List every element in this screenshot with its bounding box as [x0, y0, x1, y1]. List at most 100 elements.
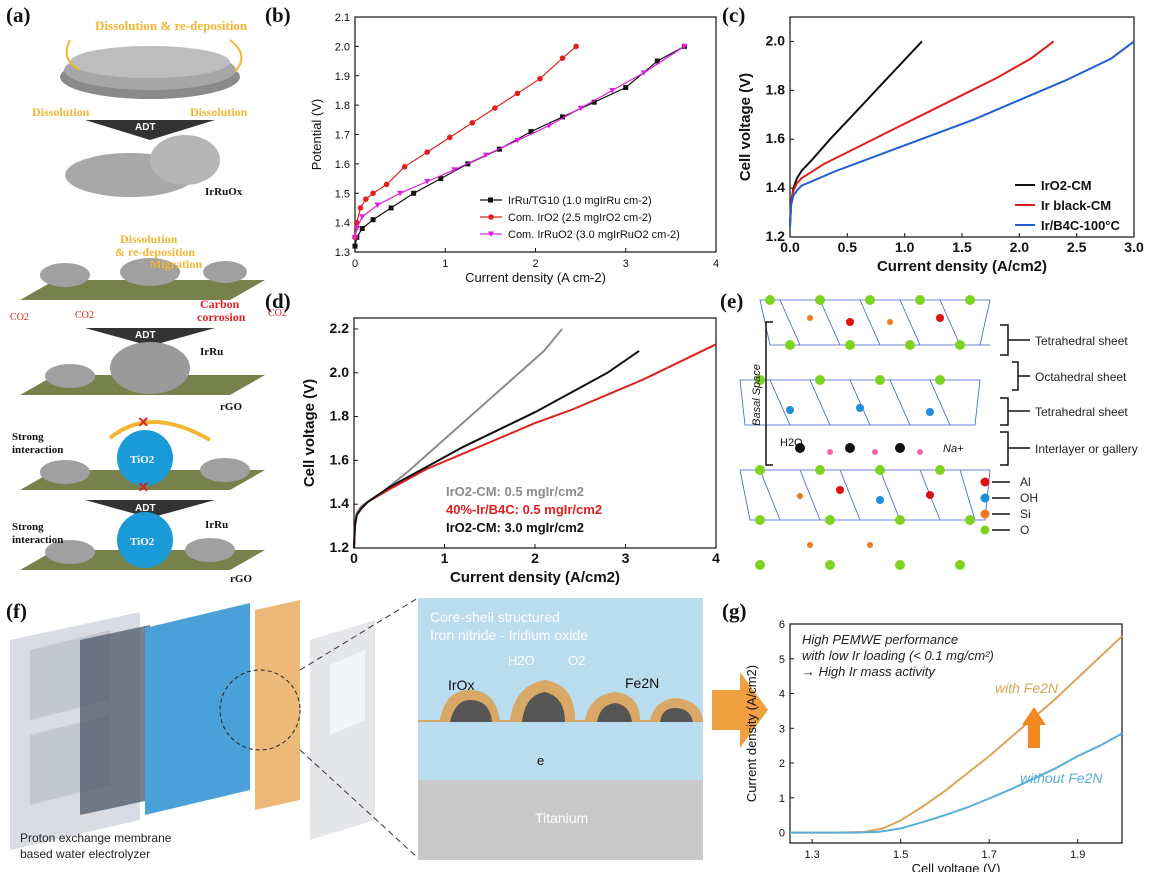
- data-point: [388, 205, 394, 211]
- data-point: [374, 202, 381, 208]
- data-point: [537, 75, 543, 82]
- y-tick-label: 0: [779, 828, 785, 840]
- y-tick-label: 1.9: [335, 71, 350, 83]
- legend-label: IrO2-CM: [1041, 178, 1092, 193]
- legend-marker: [488, 197, 493, 203]
- panel-c-label: (c): [722, 3, 745, 27]
- legend-label: Ir black-CM: [1041, 198, 1111, 213]
- legend-dot-al: [980, 477, 990, 487]
- legend-marker: [488, 231, 494, 237]
- nanoparticle-stack-icon: [60, 46, 240, 99]
- y-tick-label: 1.4: [766, 179, 786, 195]
- rgo-label: rGO: [220, 401, 242, 413]
- chart-b: (b) 0 1 2 3 4 1.3 1.4 1.5 1.6 1.7 1.8 1.9 2.0 2.1 Curre…: [265, 3, 719, 285]
- y-tick-label: 1.6: [335, 159, 350, 171]
- y-tick-label: 4: [779, 689, 785, 701]
- dissolution-left-label: Dissolution: [32, 105, 90, 119]
- data-point: [451, 167, 458, 173]
- x-tick-label: 2: [532, 258, 538, 270]
- rgo-sheet-icon: [20, 280, 265, 300]
- legend-marker: [488, 214, 494, 220]
- legend-label: Ir/B4C-100°C: [1041, 218, 1121, 233]
- x-tick-label: 2.5: [1067, 239, 1087, 255]
- legend-dot-si: [980, 509, 990, 519]
- data-point: [352, 243, 358, 249]
- panel-d-label: (d): [265, 289, 291, 313]
- x-axis-label: Current density (A/cm2): [877, 258, 1047, 275]
- legend-label: Com. IrO2 (2.5 mgIrO2 cm-2): [508, 212, 652, 224]
- y-tick-label: 2.1: [335, 12, 350, 24]
- titanium-label: Titanium: [535, 810, 588, 826]
- panel-e: (e) Basal Space H2O Na+: [720, 289, 1138, 570]
- annotation-line: High PEMWE performance: [802, 632, 958, 647]
- y-tick-label: 1.8: [335, 100, 350, 112]
- x-tick-label: 1: [442, 258, 448, 270]
- series-line-2: [789, 40, 1135, 228]
- data-point: [573, 43, 579, 50]
- data-point: [492, 105, 498, 111]
- h2o-label: H2O: [780, 437, 803, 449]
- inset-title-1: Core-shell structured: [430, 609, 560, 625]
- data-point: [424, 179, 431, 185]
- y-tick-label: 1.4: [330, 495, 350, 511]
- rgo-label-2: rGO: [230, 573, 252, 585]
- sheet-brackets: [1000, 324, 1030, 466]
- y-tick-label: 1.4: [335, 218, 350, 230]
- data-point: [514, 137, 521, 144]
- dissolution-redeposition-label: Dissolution & re-deposition: [95, 18, 248, 33]
- strong-label: Strong: [12, 431, 44, 443]
- element-legend: Al OH Si O: [980, 475, 1038, 537]
- legend-label-si: Si: [1020, 507, 1031, 521]
- data-point: [609, 87, 616, 94]
- annotation-line: with low Ir loading (< 0.1 mg/cm²): [802, 648, 994, 663]
- x-tick-label: 4: [713, 258, 719, 270]
- core-shell-inset: [418, 598, 703, 860]
- x-tick-label: 1.7: [982, 849, 997, 861]
- pem-caption-2: based water electrolyzer: [20, 847, 150, 861]
- panel-f: (f) Proton exchange membrane based water…: [6, 597, 768, 861]
- y-tick-label: 5: [779, 654, 785, 666]
- y-tick-label: 1.8: [766, 81, 786, 97]
- clay-structure-icon: [739, 299, 991, 521]
- co2-left-label: CO2: [10, 312, 29, 323]
- x-tick-label: 0: [350, 550, 358, 566]
- data-point: [640, 70, 647, 76]
- y-tick-label: 2.0: [330, 364, 350, 380]
- legend-dot-o: [980, 525, 990, 535]
- tetrahedral-sheet-label-2: Tetrahedral sheet: [1035, 405, 1128, 419]
- x-tick-label: 1.0: [895, 239, 915, 255]
- y-tick-label: 2.0: [335, 41, 350, 53]
- data-point: [681, 43, 688, 50]
- chart-g: (g) 1.3 1.5 1.7 1.9 0 1 2 3 4 5 6 Cell voltage (V) Cu…: [722, 599, 1123, 872]
- data-point: [482, 152, 489, 159]
- data-point: [383, 181, 390, 188]
- data-point: [546, 123, 553, 129]
- corrosion-label: corrosion: [197, 310, 246, 324]
- adt-arrow-icon: ADT: [85, 120, 215, 140]
- basal-space-label: Basal Space: [751, 364, 763, 426]
- data-point: [446, 134, 453, 141]
- data-point: [370, 190, 376, 197]
- series-label: with Fe2N: [995, 680, 1059, 696]
- x-tick-label: 2: [531, 550, 539, 566]
- data-point: [528, 129, 534, 135]
- x-tick-label: 2.0: [1010, 239, 1030, 255]
- series-line-0: [353, 328, 563, 549]
- x-tick-label: 0.5: [838, 239, 858, 255]
- data-point: [370, 217, 376, 223]
- data-point: [353, 226, 360, 232]
- y-axis-label: Cell voltage (V): [737, 73, 754, 181]
- x-tick-label: 1: [441, 550, 449, 566]
- x-tick-label: 1.9: [1070, 849, 1085, 861]
- chart-c: (c) 0.0 0.5 1.0 1.5 2.0 2.5 3.0 1.2 1.4 1.6 1.8 2.0 C…: [722, 3, 1144, 275]
- irru-label: IrRu: [200, 346, 223, 358]
- y-tick-label: 1.5: [335, 188, 350, 200]
- legend-dot-oh: [980, 493, 990, 503]
- data-point: [397, 190, 404, 197]
- data-point: [560, 114, 566, 120]
- inset-title-2: Iron nitride - Iridium oxide: [430, 627, 588, 643]
- data-point: [469, 119, 476, 126]
- interaction-label-2: interaction: [12, 534, 63, 546]
- data-point: [401, 164, 408, 170]
- y-axis-label: Current density (A/cm2): [744, 665, 759, 802]
